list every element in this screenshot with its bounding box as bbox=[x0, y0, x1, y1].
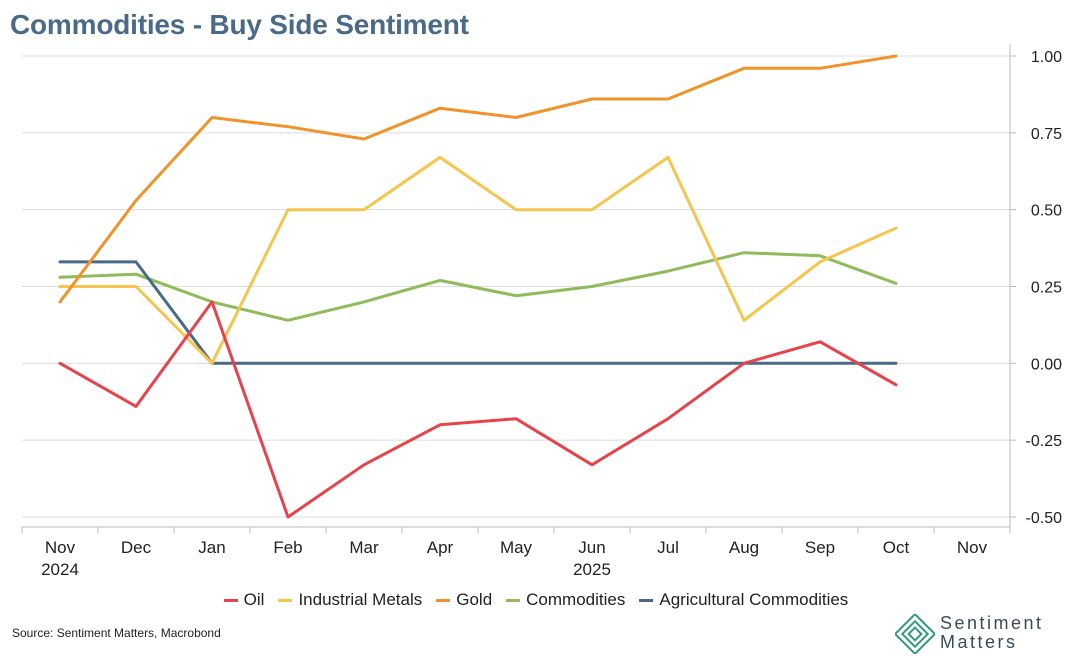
series-line-gold bbox=[58, 54, 898, 304]
legend-item: Industrial Metals bbox=[278, 590, 422, 610]
page-title: Commodities - Buy Side Sentiment bbox=[10, 9, 469, 40]
x-tick-label: Apr bbox=[427, 538, 454, 557]
legend-label: Agricultural Commodities bbox=[659, 590, 849, 609]
brand-logo: Sentiment Matters bbox=[895, 612, 1065, 656]
x-tick-label: Sep bbox=[805, 538, 835, 557]
y-tick-label: 1.00 bbox=[1031, 49, 1062, 66]
x-tick-label: Mar bbox=[349, 538, 379, 557]
legend-swatch bbox=[639, 598, 654, 602]
legend-item: Gold bbox=[436, 590, 492, 610]
y-tick-label: 0.75 bbox=[1031, 126, 1062, 143]
brand-line-1: Sentiment bbox=[940, 613, 1044, 633]
x-tick-label: Nov bbox=[45, 538, 76, 557]
series-line-agricultural-commodities bbox=[58, 260, 898, 365]
legend-swatch bbox=[223, 598, 238, 602]
y-tick-label: 0.25 bbox=[1031, 280, 1062, 297]
brand-line-2: Matters bbox=[940, 632, 1018, 652]
legend-label: Industrial Metals bbox=[298, 590, 423, 609]
series-line-commodities bbox=[58, 251, 898, 322]
legend-swatch bbox=[278, 598, 293, 602]
x-tick-year-label: 2024 bbox=[41, 560, 79, 579]
legend-label: Gold bbox=[456, 590, 493, 609]
x-tick-label: May bbox=[500, 538, 533, 557]
x-tick-label: Feb bbox=[273, 538, 302, 557]
diamond-logo-icon bbox=[895, 614, 935, 654]
x-axis bbox=[21, 526, 1011, 533]
x-tick-label: Oct bbox=[883, 538, 910, 557]
gridlines bbox=[22, 44, 1016, 527]
source-note: Source: Sentiment Matters, Macrobond bbox=[12, 626, 221, 640]
legend: Oil Industrial Metals Gold Commodities Agric… bbox=[0, 590, 1072, 610]
y-axis-labels: 1.00 0.75 0.50 0.25 0.00 -0.25 -0.50 bbox=[1026, 49, 1063, 527]
y-tick-label: -0.50 bbox=[1026, 510, 1063, 527]
y-tick-label: -0.25 bbox=[1026, 433, 1063, 450]
legend-item: Oil bbox=[223, 590, 265, 610]
legend-label: Commodities bbox=[526, 590, 626, 609]
x-tick-label: Jan bbox=[198, 538, 225, 557]
x-tick-label: Jun bbox=[578, 538, 605, 557]
x-tick-label: Jul bbox=[657, 538, 679, 557]
legend-swatch bbox=[506, 598, 521, 602]
brand-text: Sentiment Matters bbox=[940, 614, 1044, 652]
legend-label: Oil bbox=[243, 590, 265, 609]
legend-swatch bbox=[436, 598, 451, 602]
x-tick-label: Nov bbox=[957, 538, 988, 557]
series-line-industrial-metals bbox=[58, 155, 898, 365]
x-tick-label: Dec bbox=[121, 538, 152, 557]
legend-item: Agricultural Commodities bbox=[639, 590, 848, 610]
x-tick-year-label: 2025 bbox=[573, 560, 611, 579]
series-lines bbox=[58, 54, 898, 519]
x-tick-label: Aug bbox=[729, 538, 759, 557]
y-tick-label: 0.00 bbox=[1031, 356, 1062, 373]
x-axis-labels: Nov 2024 Dec Jan Feb Mar Apr May Jun 2025 Jul Aug Se… bbox=[41, 538, 988, 579]
series-line-oil bbox=[58, 300, 898, 519]
y-tick-label: 0.50 bbox=[1031, 203, 1062, 220]
legend-item: Commodities bbox=[506, 590, 625, 610]
